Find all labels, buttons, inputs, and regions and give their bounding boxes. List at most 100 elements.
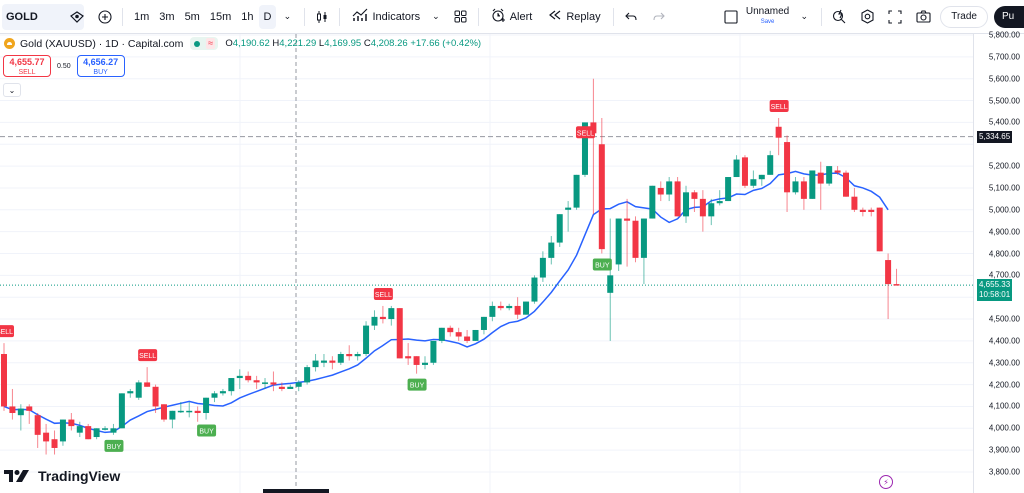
symbol-legend: Gold (XAUUSD) · 1D · Capital.com ≈ O4,19… xyxy=(4,37,481,50)
buy-label: BUY xyxy=(93,69,108,76)
price-tick-label: 5,500.00 xyxy=(988,96,1020,106)
buy-signal: BUY xyxy=(407,378,427,391)
crosshair-price-tag: 5,334.65 xyxy=(977,130,1013,143)
sell-button[interactable]: 4,655.77 SELL xyxy=(3,55,51,77)
divider xyxy=(821,7,823,26)
svg-text:SELL: SELL xyxy=(375,292,392,299)
quick-search-icon[interactable] xyxy=(828,5,850,29)
gold-coin-icon xyxy=(4,38,15,49)
buy-button[interactable]: 4,656.27 BUY xyxy=(76,55,125,77)
top-toolbar: GOLD 1m 3m 5m 15m 1h D ⌄ Indicators ⌄ Al… xyxy=(0,0,1024,34)
price-tick-label: 4,700.00 xyxy=(988,270,1020,280)
price-tick-label: 4,400.00 xyxy=(988,336,1020,346)
svg-text:BUY: BUY xyxy=(107,444,122,451)
sell-label: SELL xyxy=(18,69,36,76)
indicators-label: Indicators xyxy=(372,10,421,23)
price-tick-label: 4,200.00 xyxy=(988,380,1020,390)
divider xyxy=(477,7,479,26)
price-tick-label: 5,700.00 xyxy=(988,52,1020,62)
layout-name: Unnamed xyxy=(745,5,790,17)
price-axis[interactable]: 5,800.00 5,700.00 5,600.00 5,500.00 5,400.00… xyxy=(973,30,1024,493)
price-tick-label: 4,500.00 xyxy=(988,314,1020,324)
timeframe-15m[interactable]: 15m xyxy=(209,10,232,23)
timeframe-3m[interactable]: 3m xyxy=(159,10,175,23)
price-tick-label: 4,800.00 xyxy=(988,249,1020,258)
buy-signal: BUY xyxy=(104,439,124,452)
price-tick-label: 4,300.00 xyxy=(988,358,1020,368)
price-tick-label: 5,200.00 xyxy=(988,161,1020,171)
replay-button[interactable]: Replay xyxy=(542,5,606,29)
fullscreen-icon[interactable] xyxy=(884,5,906,29)
sell-signal: SELL xyxy=(373,287,393,300)
redo-icon[interactable] xyxy=(648,5,670,29)
alert-label: Alert xyxy=(509,10,533,23)
svg-text:BUY: BUY xyxy=(595,263,610,270)
watchlist-icon[interactable] xyxy=(66,5,88,29)
price-tick-label: 4,900.00 xyxy=(988,227,1020,237)
collapse-legend-button[interactable]: ⌄ xyxy=(3,83,21,97)
layout-save-status: Save xyxy=(760,18,775,25)
sell-signal: SELL xyxy=(575,126,595,139)
chevron-down-icon[interactable]: ⌄ xyxy=(800,11,808,21)
svg-text:SELL: SELL xyxy=(771,104,788,111)
templates-icon[interactable] xyxy=(450,5,472,29)
ohlc-values: O4,190.62 H4,221.29 L4,169.95 C4,208.26 … xyxy=(225,38,482,49)
symbol-search[interactable]: GOLD xyxy=(2,3,84,30)
timeframe-d[interactable]: D xyxy=(258,4,277,29)
publish-label: Pu xyxy=(1002,11,1015,22)
divider xyxy=(339,7,341,26)
layout-name-button[interactable]: Unnamed Save xyxy=(745,5,790,27)
tradingview-logo[interactable]: TradingView xyxy=(4,468,120,484)
indicators-icon xyxy=(352,8,368,25)
candle-type-icon[interactable] xyxy=(311,5,333,29)
chart-canvas[interactable]: SELL BUY SELL BUY SELL BUY SELL BUY SELL xyxy=(0,34,973,493)
snapshot-icon[interactable] xyxy=(912,5,934,29)
settings-icon[interactable] xyxy=(856,5,878,29)
chevron-down-icon: ⌄ xyxy=(432,11,440,21)
indicators-button[interactable]: Indicators ⌄ xyxy=(346,5,445,29)
svg-text:BUY: BUY xyxy=(199,429,214,436)
timeframe-1m[interactable]: 1m xyxy=(134,10,150,23)
spread-value: 0.50 xyxy=(57,62,71,70)
publish-button[interactable]: Pu xyxy=(994,5,1024,28)
legend-title: Gold (XAUUSD) · 1D · Capital.com xyxy=(20,37,184,50)
price-tick-label: 5,000.00 xyxy=(988,205,1020,215)
chevron-down-icon[interactable]: ⌄ xyxy=(283,11,292,21)
last-price-tag: 4,655.33 10:58:01 xyxy=(977,279,1013,302)
symbol-name: GOLD xyxy=(6,10,38,23)
logo-text: TradingView xyxy=(38,468,121,484)
price-tick-label: 3,900.00 xyxy=(988,445,1020,455)
sell-signal: SELL xyxy=(138,349,158,362)
svg-text:SELL: SELL xyxy=(139,353,156,360)
divider xyxy=(304,7,306,26)
sell-signal: SELL xyxy=(0,325,14,338)
trade-panel: 4,655.77 SELL 0.50 4,656.27 BUY xyxy=(3,55,125,77)
sell-signal: SELL xyxy=(769,100,789,113)
undo-icon[interactable] xyxy=(620,5,642,29)
buy-signal: BUY xyxy=(197,424,217,437)
tradingview-logo-icon xyxy=(4,470,29,482)
price-tick-label: 5,800.00 xyxy=(988,30,1020,40)
layout-icon[interactable] xyxy=(720,5,742,29)
timeframe-5m[interactable]: 5m xyxy=(184,10,200,23)
price-tick-label: 3,800.00 xyxy=(988,467,1020,477)
price-tick-label: 5,400.00 xyxy=(988,117,1020,127)
market-status-pill[interactable]: ≈ xyxy=(190,37,219,50)
data-delay-icon: ≈ xyxy=(206,38,216,49)
add-symbol-icon[interactable] xyxy=(94,5,116,29)
replay-label: Replay xyxy=(566,10,601,23)
price-tick-label: 4,100.00 xyxy=(988,401,1020,411)
market-open-icon xyxy=(193,40,200,47)
trade-button[interactable]: Trade xyxy=(940,5,988,28)
divider xyxy=(612,7,614,26)
candlestick-chart[interactable]: SELL BUY SELL BUY SELL BUY SELL BUY SELL xyxy=(0,34,973,493)
price-tick-label: 5,100.00 xyxy=(988,183,1020,193)
time-axis-scrollbar[interactable] xyxy=(263,489,329,493)
sell-price: 4,655.77 xyxy=(9,57,45,67)
chevron-down-icon: ⌄ xyxy=(8,85,16,95)
buy-signal: BUY xyxy=(592,258,612,271)
timeframe-1h[interactable]: 1h xyxy=(241,10,254,23)
lightning-icon[interactable]: ⚡ xyxy=(879,475,893,489)
svg-text:SELL: SELL xyxy=(577,130,594,137)
alert-button[interactable]: Alert xyxy=(485,5,539,29)
